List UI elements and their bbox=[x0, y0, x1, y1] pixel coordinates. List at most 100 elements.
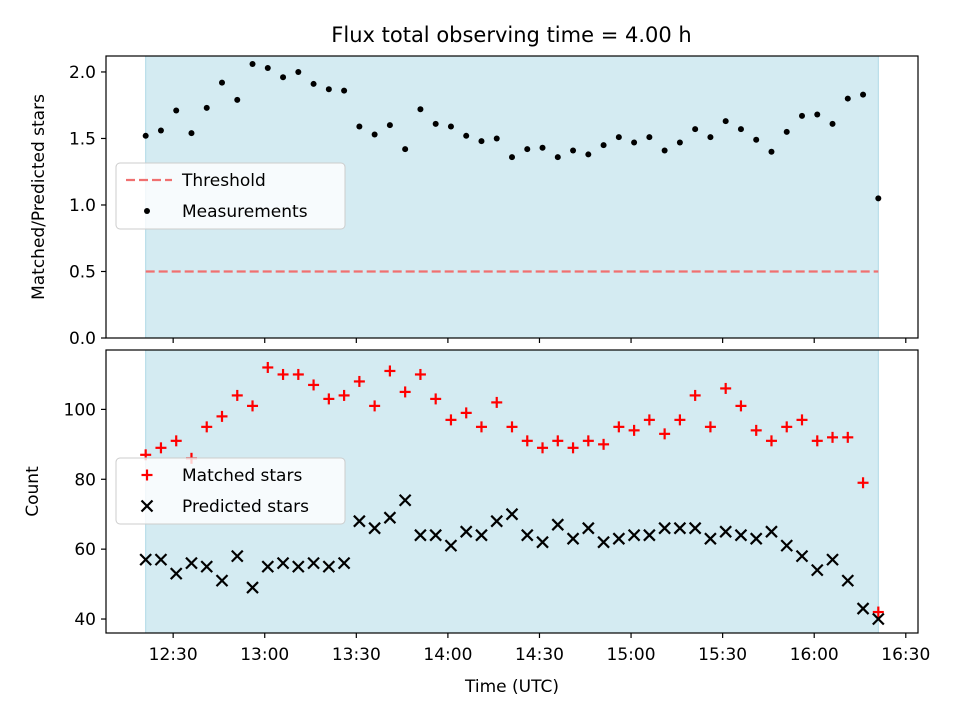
predicted-star-point bbox=[459, 525, 473, 538]
x-tick-label: 16:30 bbox=[881, 645, 930, 665]
predicted-star-point bbox=[597, 535, 610, 549]
matched-star-point bbox=[353, 375, 365, 387]
matched-star-point bbox=[552, 435, 564, 447]
matched-star-point bbox=[399, 386, 411, 398]
measurement-point bbox=[341, 87, 348, 94]
y-tick-label: 40 bbox=[74, 610, 96, 630]
measurement-point bbox=[432, 120, 439, 127]
matched-star-point bbox=[277, 368, 289, 380]
x-tick-label: 15:00 bbox=[607, 645, 656, 665]
y-tick-label: 0.5 bbox=[69, 262, 96, 282]
measurement-point bbox=[646, 134, 653, 141]
predicted-star-point bbox=[276, 556, 290, 570]
measurement-point bbox=[676, 139, 683, 146]
measurement-point bbox=[539, 144, 546, 151]
bottom-y-axis-label: Count bbox=[23, 466, 43, 517]
measurement-point bbox=[280, 74, 287, 81]
top-y-axis-label: Matched/Predicted stars bbox=[29, 94, 49, 300]
x-tick-label: 13:00 bbox=[240, 645, 289, 665]
chart-title: Flux total observing time = 4.00 h bbox=[331, 23, 691, 47]
matched-star-point bbox=[247, 400, 259, 412]
predicted-star-point bbox=[719, 525, 732, 538]
predicted-star-point bbox=[566, 532, 580, 545]
predicted-star-point bbox=[688, 521, 702, 535]
legend-x-mark bbox=[140, 499, 154, 513]
y-tick-label: 100 bbox=[64, 400, 96, 420]
measurement-point bbox=[447, 123, 454, 130]
measurement-point bbox=[722, 118, 729, 125]
predicted-stars-series bbox=[139, 493, 885, 626]
predicted-star-point bbox=[872, 612, 885, 626]
measurement-point bbox=[478, 138, 485, 145]
matched-star-point bbox=[201, 421, 213, 433]
predicted-star-point bbox=[765, 525, 778, 538]
measurement-point bbox=[631, 139, 638, 146]
predicted-star-point bbox=[444, 539, 458, 552]
measurement-point bbox=[142, 132, 149, 139]
matched-star-point bbox=[872, 606, 884, 618]
measurement-point bbox=[570, 147, 577, 154]
matched-star-point bbox=[765, 435, 777, 447]
top-y-ticks: 0.0 0.5 1.0 1.5 2.0 bbox=[69, 63, 106, 349]
legend-measurements-swatch bbox=[144, 208, 150, 214]
matched-star-point bbox=[475, 421, 487, 433]
x-axis-label: Time (UTC) bbox=[464, 677, 559, 697]
measurement-point bbox=[615, 134, 622, 141]
predicted-star-point bbox=[429, 528, 442, 542]
predicted-star-point bbox=[643, 528, 656, 542]
measurement-point bbox=[875, 195, 882, 202]
predicted-star-point bbox=[200, 560, 214, 573]
matched-star-point bbox=[521, 435, 533, 447]
measurement-point bbox=[219, 79, 225, 86]
matched-star-point bbox=[643, 414, 655, 426]
matched-star-point bbox=[567, 442, 579, 454]
measurement-point bbox=[402, 146, 409, 153]
predicted-star-point bbox=[780, 539, 794, 552]
bottom-y-ticks: 40 60 80 100 bbox=[64, 400, 106, 630]
x-tick-label: 13:30 bbox=[332, 645, 381, 665]
bottom-axes-frame bbox=[105, 349, 919, 634]
predicted-star-point bbox=[261, 560, 275, 573]
predicted-star-point bbox=[826, 553, 839, 566]
matched-star-point bbox=[231, 389, 243, 401]
predicted-star-point bbox=[856, 602, 870, 615]
measurement-point bbox=[325, 86, 332, 93]
measurement-point bbox=[814, 111, 821, 118]
predicted-star-point bbox=[841, 574, 855, 587]
matched-star-point bbox=[537, 442, 549, 454]
measurement-point bbox=[860, 91, 867, 98]
predicted-star-point bbox=[475, 528, 488, 542]
matched-star-point bbox=[445, 414, 457, 426]
measurement-point bbox=[371, 131, 378, 138]
measurement-point bbox=[707, 134, 714, 141]
predicted-star-point bbox=[368, 521, 381, 535]
matched-star-point bbox=[750, 424, 762, 436]
predicted-star-point bbox=[551, 518, 565, 531]
predicted-star-point bbox=[322, 560, 336, 573]
measurement-point bbox=[844, 95, 851, 102]
legend-plus-mark bbox=[141, 469, 153, 481]
predicted-star-point bbox=[398, 493, 412, 507]
matched-star-point bbox=[689, 389, 701, 401]
measurement-point bbox=[737, 126, 744, 133]
matched-star-point bbox=[674, 414, 686, 426]
matched-star-point bbox=[628, 424, 640, 436]
matched-stars-series bbox=[140, 361, 884, 618]
measurement-point bbox=[661, 147, 668, 154]
matched-star-point bbox=[735, 400, 747, 412]
measurement-point bbox=[524, 146, 531, 153]
legend-matched-label: Matched stars bbox=[182, 466, 302, 486]
predicted-star-point bbox=[307, 556, 320, 570]
predicted-star-point bbox=[673, 521, 687, 535]
matched-star-point bbox=[659, 428, 671, 440]
matched-star-point bbox=[430, 393, 442, 405]
predicted-star-point bbox=[246, 581, 259, 594]
legend-measurements-label: Measurements bbox=[182, 202, 308, 222]
predicted-star-point bbox=[582, 521, 595, 535]
x-tick-label: 16:00 bbox=[790, 645, 839, 665]
matched-star-point bbox=[262, 361, 274, 373]
measurement-point bbox=[157, 127, 164, 134]
legend-predicted-label: Predicted stars bbox=[182, 497, 309, 517]
predicted-star-point bbox=[383, 511, 397, 524]
measurement-point bbox=[173, 107, 180, 114]
